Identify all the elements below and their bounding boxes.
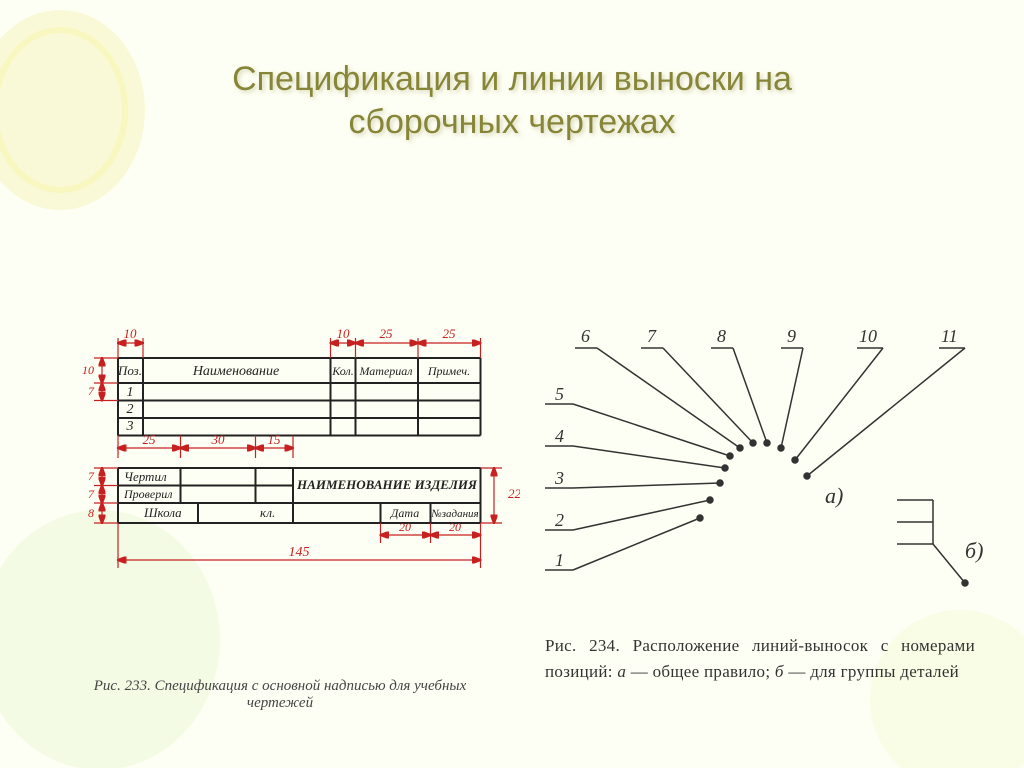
ftr-product: НАИМЕНОВАНИЕ ИЗДЕЛИЯ [296, 477, 478, 492]
cap234-b: б [775, 662, 784, 681]
row-1: 1 [127, 385, 134, 400]
l-9: 9 [787, 326, 796, 346]
row-2: 2 [127, 402, 134, 417]
ftr-class: кл. [260, 505, 275, 520]
dim-in-30: 30 [211, 432, 226, 447]
dim-left-7c: 7 [88, 487, 95, 501]
sect-a: а) [825, 483, 843, 508]
page-title: Спецификация и линии выноски на сборочны… [0, 0, 1024, 143]
dim-left-8: 8 [88, 506, 94, 520]
l-7: 7 [647, 326, 657, 346]
l-10: 10 [859, 326, 877, 346]
row-3: 3 [126, 419, 134, 434]
fig234-caption: Рис. 234. Расположение линий-выносок с н… [545, 633, 975, 684]
dim-top-10a: 10 [124, 326, 138, 341]
l-5: 5 [555, 384, 564, 404]
l-8: 8 [717, 326, 726, 346]
sect-b: б) [965, 538, 983, 563]
fig233-caption: Рис. 233. Спецификация с основной надпис… [90, 678, 470, 712]
dim-145: 145 [289, 545, 310, 560]
cap234-btext: — для группы деталей [788, 662, 959, 681]
fig234: 1 2 3 4 5 6 7 8 9 10 11 а) б) [545, 308, 995, 628]
hdr-note: Примеч. [427, 364, 470, 378]
l-1: 1 [555, 550, 564, 570]
title-line1: Спецификация и линии выноски на [232, 60, 792, 98]
dim-in-15: 15 [268, 432, 282, 447]
cap234-atext: — общее правило; [631, 662, 775, 681]
ftr-school: Школа [143, 505, 182, 520]
fig233: Поз. Наименование Кол. Материал Примеч. … [50, 308, 520, 688]
dim-r22: 22 [508, 486, 520, 501]
l-6: 6 [581, 326, 590, 346]
dim-b20b: 20 [449, 520, 461, 534]
title-line2: сборочных чертежах [349, 103, 676, 141]
hdr-pos: Поз. [117, 363, 142, 378]
hdr-name: Наименование [192, 364, 279, 379]
dim-top-10b: 10 [337, 326, 351, 341]
ftr-checked: Проверил [123, 487, 172, 501]
dim-top-25b: 25 [443, 326, 457, 341]
l-4: 4 [555, 426, 564, 446]
dim-top-25a: 25 [380, 326, 394, 341]
ftr-task: №задания [430, 508, 478, 520]
cap234-a: а [617, 662, 626, 681]
l-3: 3 [554, 468, 564, 488]
l-11: 11 [941, 326, 958, 346]
dim-b20a: 20 [399, 520, 411, 534]
dim-left-7b: 7 [88, 469, 95, 483]
dim-left-7a: 7 [88, 384, 95, 398]
content-area: Поз. Наименование Кол. Материал Примеч. … [0, 143, 1024, 703]
hdr-mat: Материал [358, 364, 412, 378]
l-2: 2 [555, 510, 564, 530]
dim-in-25: 25 [143, 432, 157, 447]
hdr-qty: Кол. [331, 364, 353, 378]
ftr-date: Дата [390, 506, 419, 520]
dim-left-10: 10 [82, 363, 94, 377]
ftr-drew: Чертил [124, 469, 167, 484]
